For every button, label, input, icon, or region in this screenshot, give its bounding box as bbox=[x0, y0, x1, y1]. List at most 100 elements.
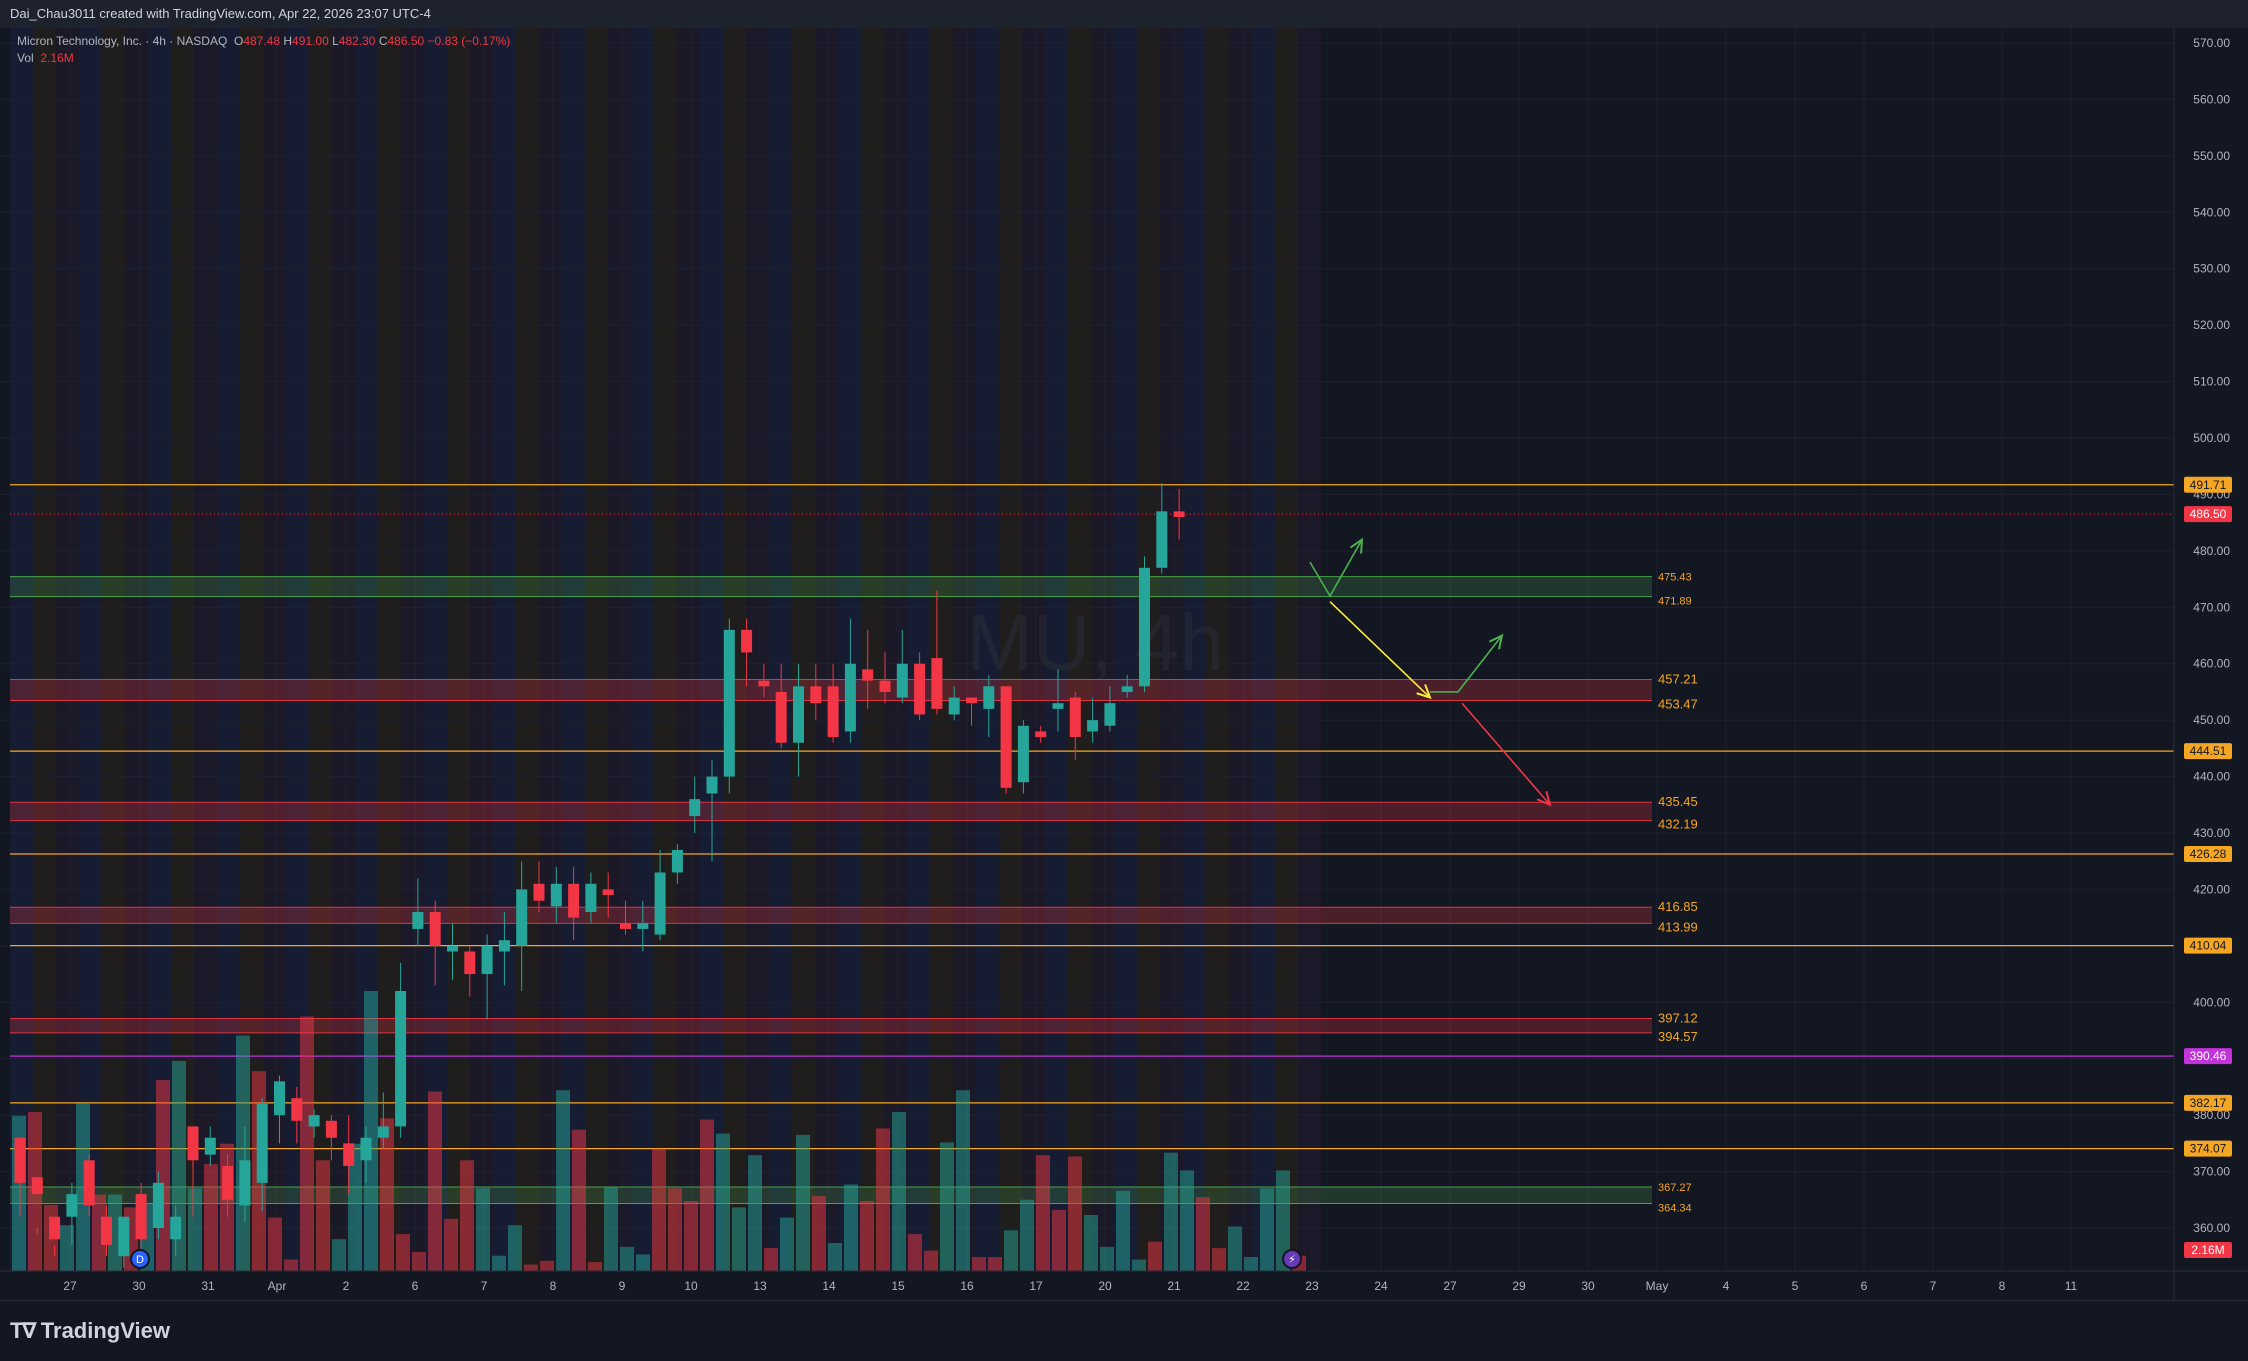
session-band bbox=[1160, 28, 1183, 1271]
low-value: 482.30 bbox=[338, 34, 376, 48]
zone-bottom-label: 432.19 bbox=[1658, 817, 1698, 832]
session-band bbox=[401, 28, 424, 1271]
price-tick-label: 560.00 bbox=[2193, 92, 2230, 106]
volume-bar bbox=[316, 1160, 330, 1271]
candle-body bbox=[101, 1216, 112, 1245]
volume-bar bbox=[1164, 1152, 1178, 1271]
price-tick-label: 510.00 bbox=[2193, 375, 2230, 389]
last-price-badge bbox=[2184, 506, 2232, 523]
volume-bar bbox=[236, 1035, 250, 1271]
candle-body bbox=[966, 697, 977, 704]
candle-body bbox=[1087, 720, 1099, 732]
volume-label: Vol bbox=[17, 51, 34, 65]
price-tick-label: 520.00 bbox=[2193, 318, 2230, 332]
candle-body bbox=[741, 629, 753, 653]
volume-bar bbox=[284, 1259, 298, 1271]
price-axis[interactable]: 570.00 560.00 550.00 540.00 530.00 520.00 510.… bbox=[2193, 36, 2230, 1235]
last-price-label: 486.50 bbox=[2190, 507, 2227, 521]
candle-body bbox=[758, 680, 770, 687]
dividend-marker-icon[interactable] bbox=[130, 1249, 150, 1269]
zone-top-label: 435.45 bbox=[1658, 794, 1698, 809]
zone-top-label: 457.21 bbox=[1658, 671, 1698, 686]
session-band bbox=[493, 28, 516, 1271]
level-axis-label: 374.07 bbox=[2190, 1142, 2227, 1156]
price-tick-label: 440.00 bbox=[2193, 770, 2230, 784]
open-value: 487.48 bbox=[243, 34, 281, 48]
level-axis-label: 410.04 bbox=[2190, 939, 2227, 953]
volume-bar bbox=[924, 1250, 938, 1271]
time-tick-label: 7 bbox=[1930, 1279, 1937, 1293]
session-band bbox=[516, 28, 539, 1271]
session-band bbox=[1022, 28, 1045, 1271]
chart-legend[interactable]: Micron Technology, Inc. · 4h · NASDAQ O4… bbox=[17, 33, 510, 67]
candle-body bbox=[14, 1137, 26, 1183]
candle-body bbox=[1017, 725, 1029, 783]
volume-bar bbox=[172, 1061, 186, 1271]
candle-body bbox=[585, 883, 597, 912]
volume-axis-badge bbox=[2184, 1242, 2232, 1258]
time-tick-label: 9 bbox=[619, 1279, 626, 1293]
volume-bar bbox=[604, 1187, 618, 1271]
session-band bbox=[1045, 28, 1068, 1271]
session-band bbox=[654, 28, 677, 1271]
time-tick-label: 17 bbox=[1029, 1279, 1043, 1293]
session-band bbox=[1068, 28, 1091, 1271]
session-band bbox=[562, 28, 585, 1271]
candle-body bbox=[1052, 703, 1064, 709]
session-band bbox=[148, 28, 171, 1271]
open-label: O bbox=[233, 34, 244, 48]
price-tick-label: 570.00 bbox=[2193, 36, 2230, 50]
price-chart[interactable]: MU, 4h 475.43 471.89 457.21 453.47 435.45 432… bbox=[0, 0, 2248, 1300]
session-band bbox=[309, 28, 332, 1271]
projection-arrows bbox=[1309, 537, 1552, 807]
volume-bar bbox=[1260, 1188, 1274, 1271]
level-axis-label: 382.17 bbox=[2190, 1096, 2227, 1110]
candle-body bbox=[481, 945, 493, 975]
volume-bar bbox=[1036, 1155, 1050, 1271]
session-band bbox=[79, 28, 102, 1271]
price-tick-label: 420.00 bbox=[2193, 882, 2230, 896]
volume-bar bbox=[380, 1118, 394, 1271]
time-tick-label: 2 bbox=[343, 1279, 350, 1293]
time-tick-label: 16 bbox=[960, 1279, 974, 1293]
volume-bar bbox=[76, 1103, 90, 1271]
volume-bar bbox=[1276, 1170, 1290, 1271]
volume-bar bbox=[348, 1143, 362, 1271]
tradingview-logo[interactable]: T∇ TradingView bbox=[10, 1318, 170, 1344]
earnings-marker-icon[interactable] bbox=[1282, 1249, 1302, 1269]
volume-bar bbox=[332, 1239, 346, 1271]
level-axis-badge bbox=[2184, 1094, 2232, 1111]
level-axis-badge bbox=[2184, 937, 2232, 954]
tradingview-brand-name: TradingView bbox=[40, 1318, 170, 1343]
volume-bar bbox=[1212, 1248, 1226, 1271]
candle-body bbox=[931, 658, 943, 709]
level-axis-label: 444.51 bbox=[2190, 744, 2227, 758]
volume-bar bbox=[844, 1184, 858, 1271]
candle-body bbox=[1173, 511, 1185, 517]
time-tick-label: 6 bbox=[1861, 1279, 1868, 1293]
volume-value: 2.16M bbox=[40, 51, 74, 65]
time-tick-label: 7 bbox=[481, 1279, 488, 1293]
candle-body bbox=[291, 1098, 303, 1121]
candle-body bbox=[914, 663, 926, 715]
volume-bar bbox=[540, 1260, 554, 1271]
zone-bottom-label: 394.57 bbox=[1658, 1029, 1698, 1044]
volume-bar bbox=[300, 1016, 314, 1271]
arrow-head bbox=[1536, 791, 1552, 807]
close-label: C bbox=[378, 34, 388, 48]
session-band bbox=[1114, 28, 1137, 1271]
level-axis-badge bbox=[2184, 1048, 2232, 1065]
volume-bar bbox=[860, 1201, 874, 1271]
candle-body bbox=[204, 1137, 216, 1155]
volume-bar bbox=[668, 1188, 682, 1271]
time-tick-label: 30 bbox=[1581, 1279, 1595, 1293]
session-band bbox=[1252, 28, 1275, 1271]
candle-body bbox=[568, 883, 580, 918]
session-band bbox=[585, 28, 608, 1271]
level-axis-label: 426.28 bbox=[2190, 847, 2227, 861]
time-tick-label: May bbox=[1646, 1279, 1669, 1293]
time-tick-label: 23 bbox=[1305, 1279, 1319, 1293]
session-band bbox=[355, 28, 378, 1271]
candle-body bbox=[671, 849, 683, 873]
time-axis[interactable]: 27 30 31 Apr 2 6 7 8 9 10 13 14 15 16 17 20 21 22 23 24 27 29… bbox=[63, 1279, 2077, 1293]
